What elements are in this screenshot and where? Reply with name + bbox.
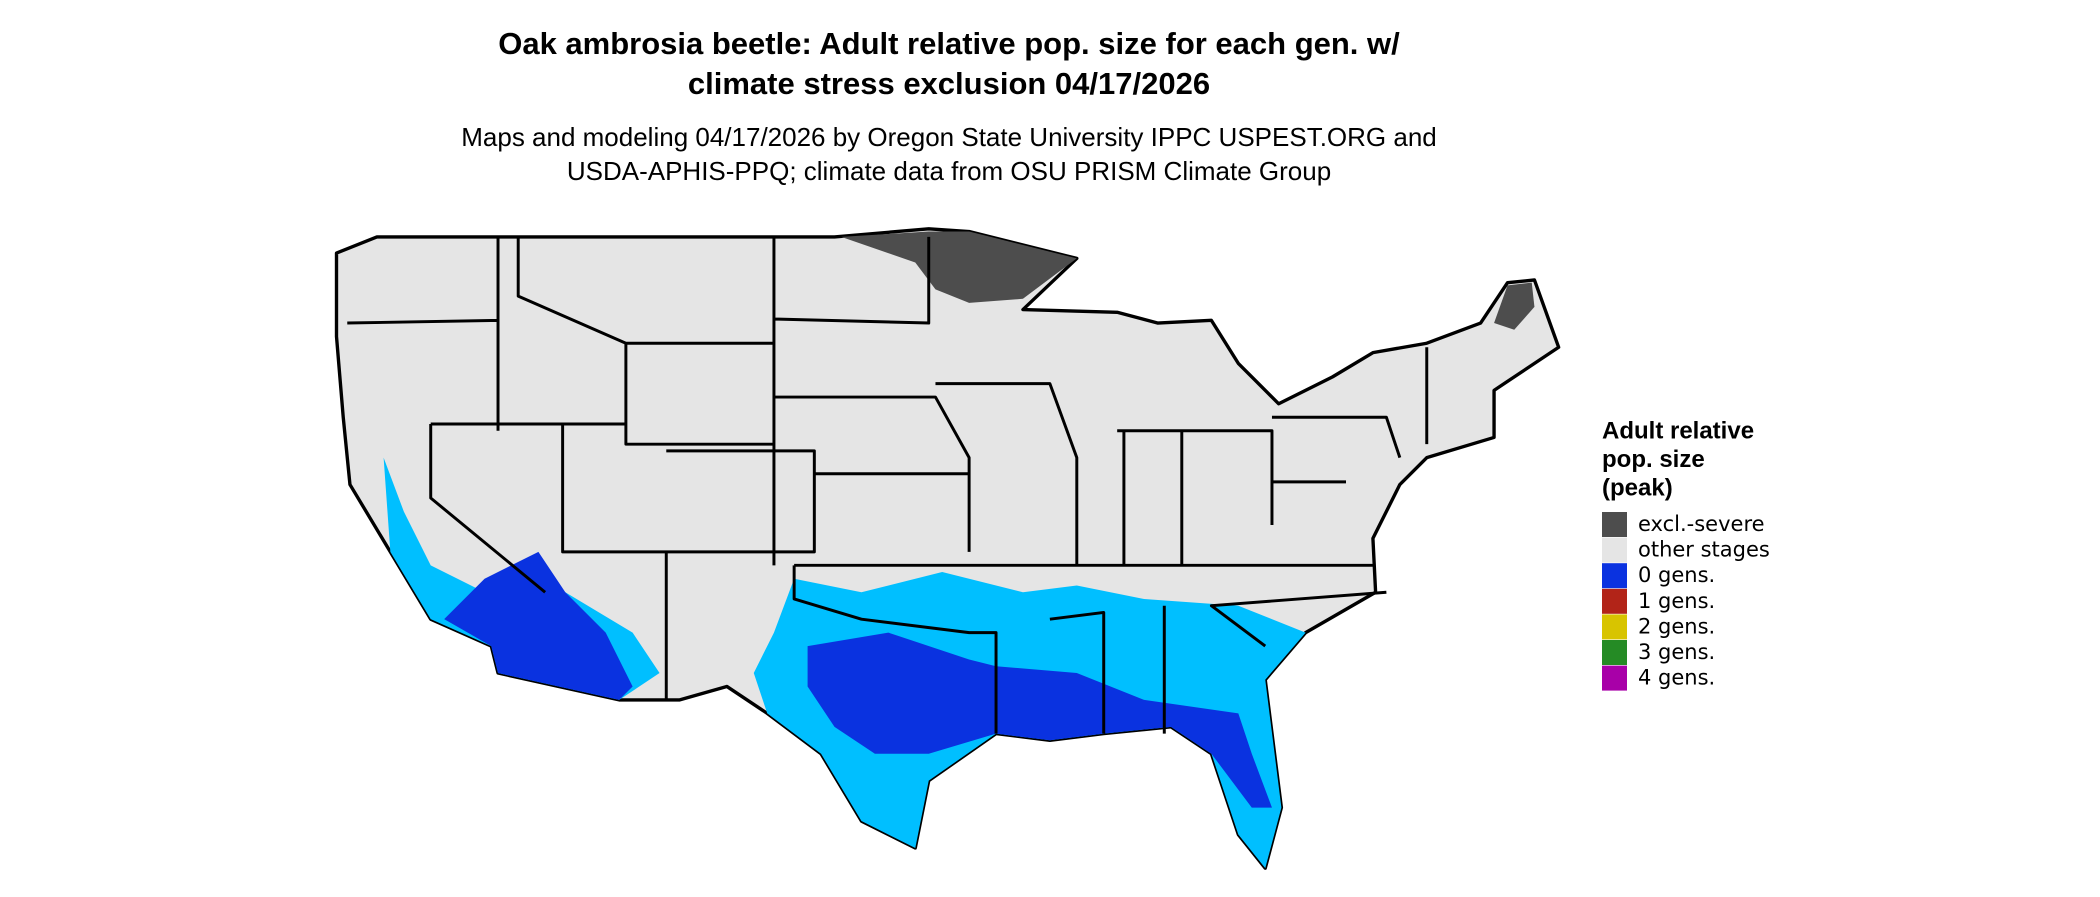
region-blue-west xyxy=(444,551,633,700)
us-land xyxy=(334,227,1561,870)
us-map xyxy=(334,227,1561,870)
title-line: climate stress exclusion 04/17/2026 xyxy=(688,66,1210,101)
title-line: Oak ambrosia beetle: Adult relative pop.… xyxy=(498,26,1400,61)
legend-label: 3 gens. xyxy=(1638,640,1715,664)
legend-label: excl.-severe xyxy=(1638,512,1765,536)
legend-swatch xyxy=(1602,614,1627,640)
legend-label: other stages xyxy=(1638,538,1770,562)
region-excluded-maine xyxy=(1494,282,1535,330)
region-blue xyxy=(807,632,1272,808)
subtitle-line: Maps and modeling 04/17/2026 by Oregon S… xyxy=(461,122,1437,152)
legend-swatch xyxy=(1602,588,1627,614)
legend-label: 4 gens. xyxy=(1638,666,1715,690)
legend-swatch xyxy=(1602,563,1627,589)
state-borders xyxy=(347,236,1429,734)
header: Oak ambrosia beetle: Adult relative pop.… xyxy=(461,26,1437,186)
legend-title-line: pop. size xyxy=(1602,446,1705,473)
subtitle-line: USDA-APHIS-PPQ; climate data from OSU PR… xyxy=(567,156,1331,186)
legend-label: 1 gens. xyxy=(1638,589,1715,613)
legend-label: 0 gens. xyxy=(1638,563,1715,587)
legend-label: 2 gens. xyxy=(1638,614,1715,638)
region-excluded-north xyxy=(841,231,1077,303)
legend-swatch xyxy=(1602,640,1627,665)
legend-title-line: Adult relative xyxy=(1602,417,1754,444)
legend-swatch xyxy=(1602,537,1627,563)
legend-title-line: (peak) xyxy=(1602,474,1673,501)
legend-swatch xyxy=(1602,665,1627,691)
legend-swatch xyxy=(1602,512,1627,537)
